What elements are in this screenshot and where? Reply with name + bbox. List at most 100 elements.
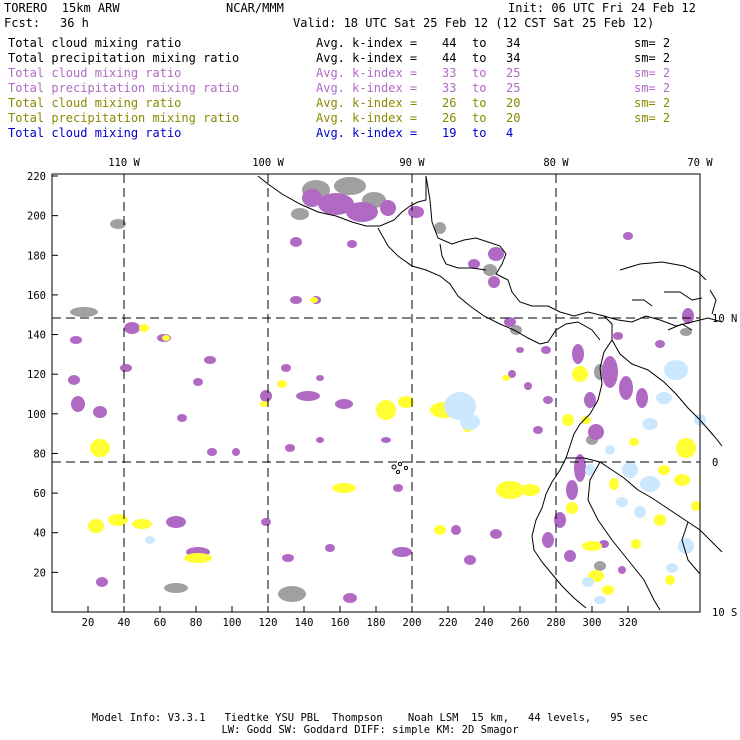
purple-shading-cell <box>613 332 623 340</box>
lightblue-shading-cell <box>640 476 660 492</box>
lightblue-shading-cell <box>594 596 606 604</box>
gray-shading-cell <box>594 561 606 571</box>
yellow-shading-cell <box>658 465 670 475</box>
yellow-shading-cell <box>88 519 104 533</box>
y-tick-label: 200 <box>27 211 46 223</box>
purple-shading-cell <box>516 347 524 353</box>
purple-shading-cell <box>524 382 532 390</box>
yellow-shading-cell <box>332 483 356 493</box>
yellow-shading-cell <box>520 484 540 496</box>
yellow-shading-cell <box>581 416 591 424</box>
purple-shading-cell <box>408 206 424 218</box>
smoothing: sm= 2 <box>634 36 671 50</box>
yellow-shading-cell <box>674 474 690 486</box>
x-tick-label: 220 <box>439 617 458 629</box>
kindex-from: 44 <box>442 51 457 65</box>
purple-shading-cell <box>541 346 551 354</box>
purple-shading-cell <box>504 317 516 327</box>
yellow-shading-cell <box>398 396 414 408</box>
yellow-shading-cell <box>566 502 578 514</box>
kindex-to: 20 <box>506 96 521 110</box>
purple-shading-cell <box>574 454 586 482</box>
purple-shading-cell <box>380 200 396 216</box>
purple-shading-cell <box>636 388 648 408</box>
x-tick-label: 320 <box>619 617 638 629</box>
purple-shading-cell <box>285 444 295 452</box>
yellow-shading-cell <box>260 401 268 407</box>
kindex-from: 26 <box>442 111 457 125</box>
field-name: Total cloud mixing ratio <box>8 96 182 110</box>
mixing-ratio-shading <box>68 177 706 604</box>
purple-shading-cell <box>566 480 578 500</box>
gray-shading-cell <box>164 583 188 593</box>
purple-shading-cell <box>490 529 502 539</box>
purple-shading-cell <box>533 426 543 434</box>
latitude-label: 10 S <box>712 607 737 619</box>
yellow-shading-cell <box>654 514 666 526</box>
yellow-shading-cell <box>572 366 588 382</box>
purple-shading-cell <box>302 189 322 207</box>
y-tick-label: 180 <box>27 250 46 262</box>
x-tick-label: 260 <box>511 617 530 629</box>
kindex-label: Avg. k-index = <box>316 126 418 140</box>
x-tick-label: 200 <box>403 617 422 629</box>
lightblue-shading-cell <box>642 418 658 430</box>
yellow-shading-cell <box>139 324 149 332</box>
kindex-to: 4 <box>506 126 514 140</box>
purple-shading-cell <box>564 550 576 562</box>
purple-shading-cell <box>290 296 302 304</box>
yellow-shading-cell <box>562 414 574 426</box>
yellow-shading-cell <box>376 400 396 420</box>
kindex-from: 19 <box>442 126 457 140</box>
purple-shading-cell <box>207 448 217 456</box>
x-tick-label: 80 <box>190 617 203 629</box>
kindex-to-word: to <box>472 111 487 125</box>
field-name: Total precipitation mixing ratio <box>8 111 240 125</box>
purple-shading-cell <box>508 370 516 378</box>
lightblue-shading-cell <box>664 360 688 380</box>
yellow-shading-cell <box>277 380 287 388</box>
purple-shading-cell <box>343 593 357 603</box>
smoothing: sm= 2 <box>634 81 671 95</box>
field-name: Total precipitation mixing ratio <box>8 81 240 95</box>
init-time: Init: 06 UTC Fri 24 Feb 12 <box>508 1 696 15</box>
y-tick-label: 60 <box>33 488 46 500</box>
lightblue-shading-cell <box>666 563 678 573</box>
kindex-label: Avg. k-index = <box>316 36 418 50</box>
purple-shading-cell <box>346 202 378 222</box>
purple-shading-cell <box>296 391 320 401</box>
model-info: Model Info: V3.3.1 Tiedtke YSU PBL Thomp… <box>91 712 649 724</box>
gray-shading-cell <box>334 177 366 195</box>
yellow-shading-cell <box>162 335 170 341</box>
purple-shading-cell <box>166 516 186 528</box>
x-tick-label: 280 <box>547 617 566 629</box>
y-tick-label: 220 <box>27 171 46 183</box>
field-name: Total cloud mixing ratio <box>8 36 182 50</box>
smoothing: sm= 2 <box>634 51 671 65</box>
yellow-shading-cell <box>132 519 152 529</box>
x-tick-label: 160 <box>331 617 350 629</box>
purple-shading-cell <box>584 392 596 408</box>
y-tick-label: 120 <box>27 369 46 381</box>
purple-shading-cell <box>260 390 272 402</box>
kindex-from: 44 <box>442 36 457 50</box>
lightblue-shading-cell <box>444 392 476 420</box>
y-tick-label: 40 <box>33 528 46 540</box>
purple-shading-cell <box>124 322 140 334</box>
purple-shading-cell <box>68 375 80 385</box>
kindex-to-word: to <box>472 51 487 65</box>
field-name: Total precipitation mixing ratio <box>8 51 240 65</box>
y-tick-label: 160 <box>27 290 46 302</box>
x-tick-label: 120 <box>259 617 278 629</box>
purple-shading-cell <box>347 240 357 248</box>
purple-shading-cell <box>468 259 480 269</box>
x-tick-label: 100 <box>223 617 242 629</box>
longitude-label: 110 W <box>108 157 140 169</box>
latitude-label: 10 N <box>712 313 737 325</box>
yellow-shading-cell <box>502 375 510 381</box>
smoothing: sm= 2 <box>634 111 671 125</box>
lightblue-shading-cell <box>585 464 595 476</box>
field-name: Total cloud mixing ratio <box>8 126 182 140</box>
purple-shading-cell <box>325 544 335 552</box>
longitude-label: 100 W <box>252 157 284 169</box>
